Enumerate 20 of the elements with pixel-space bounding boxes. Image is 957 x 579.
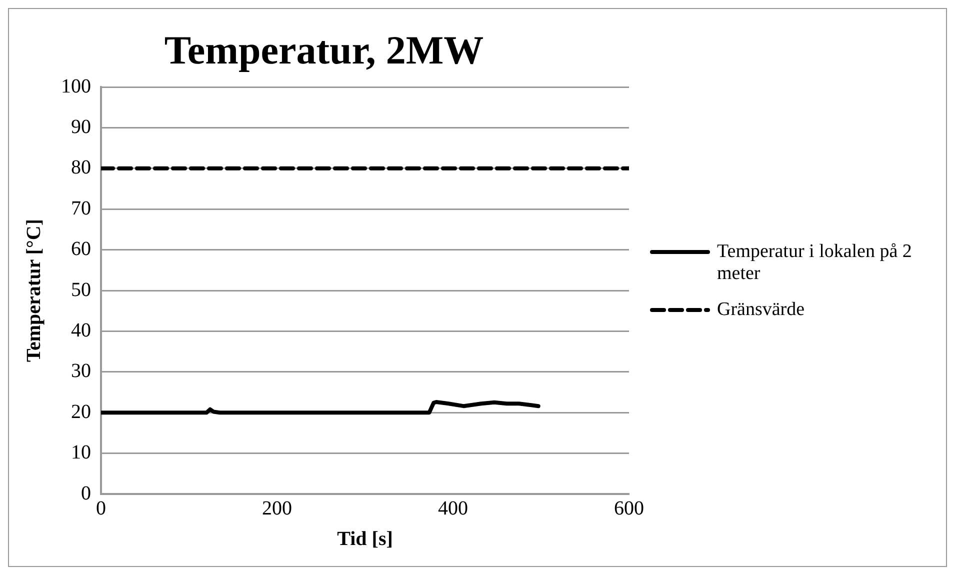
y-tick-label: 10 <box>71 442 91 464</box>
x-axis-title: Tid [s] <box>337 528 393 550</box>
y-tick-label: 90 <box>71 116 91 138</box>
legend-label: Gränsvärde <box>717 298 805 320</box>
x-tick-label: 600 <box>614 497 644 520</box>
y-tick-label: 80 <box>71 156 91 179</box>
legend-label: Temperatur i lokalen på 2 meter <box>717 240 913 284</box>
y-tick-label: 60 <box>71 238 91 260</box>
y-tick-label: 30 <box>71 360 91 382</box>
chart-title: Temperatur, 2MW <box>164 27 484 72</box>
y-tick-label: 100 <box>61 75 91 98</box>
x-tick-label: 0 <box>96 497 106 520</box>
y-axis-title: Temperatur [°C] <box>23 219 46 362</box>
y-tick-label: 0 <box>81 482 91 504</box>
y-tick-label: 70 <box>71 197 91 220</box>
x-tick-label: 200 <box>262 497 292 520</box>
y-tick-label: 20 <box>71 400 91 423</box>
x-tick-label: 400 <box>438 497 468 520</box>
y-tick-label: 50 <box>71 278 91 301</box>
y-tick-label: 40 <box>71 319 91 342</box>
